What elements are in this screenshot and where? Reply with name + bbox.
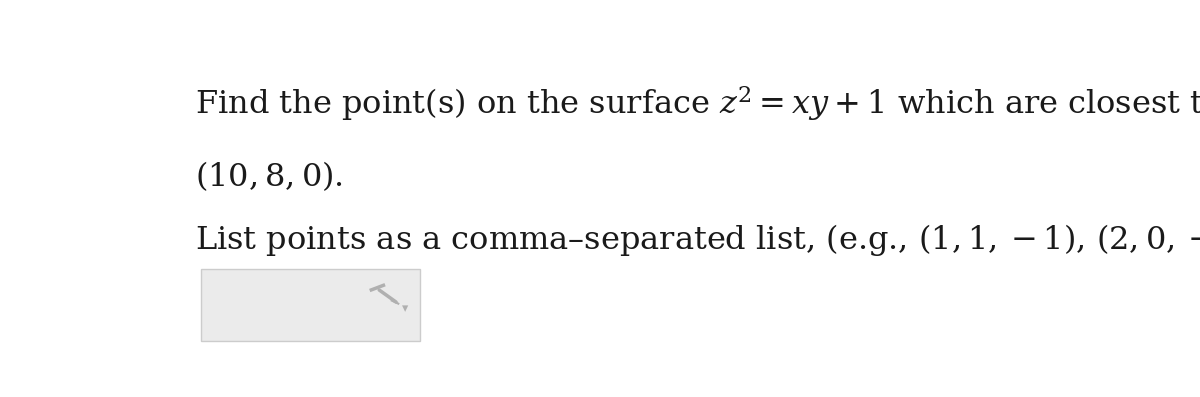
Text: Find the point(s) on the surface $z^2 = xy+1$ which are closest to the point: Find the point(s) on the surface $z^2 = … [194,84,1200,123]
Text: $(10, 8, 0)$.: $(10, 8, 0)$. [194,159,343,193]
FancyBboxPatch shape [202,269,420,341]
Text: ▾: ▾ [402,302,408,315]
Text: List points as a comma–separated list, (e.g., $(1,1,-1)$, $(2, 0, -1)$, $(2,0, 3: List points as a comma–separated list, (… [194,222,1200,258]
